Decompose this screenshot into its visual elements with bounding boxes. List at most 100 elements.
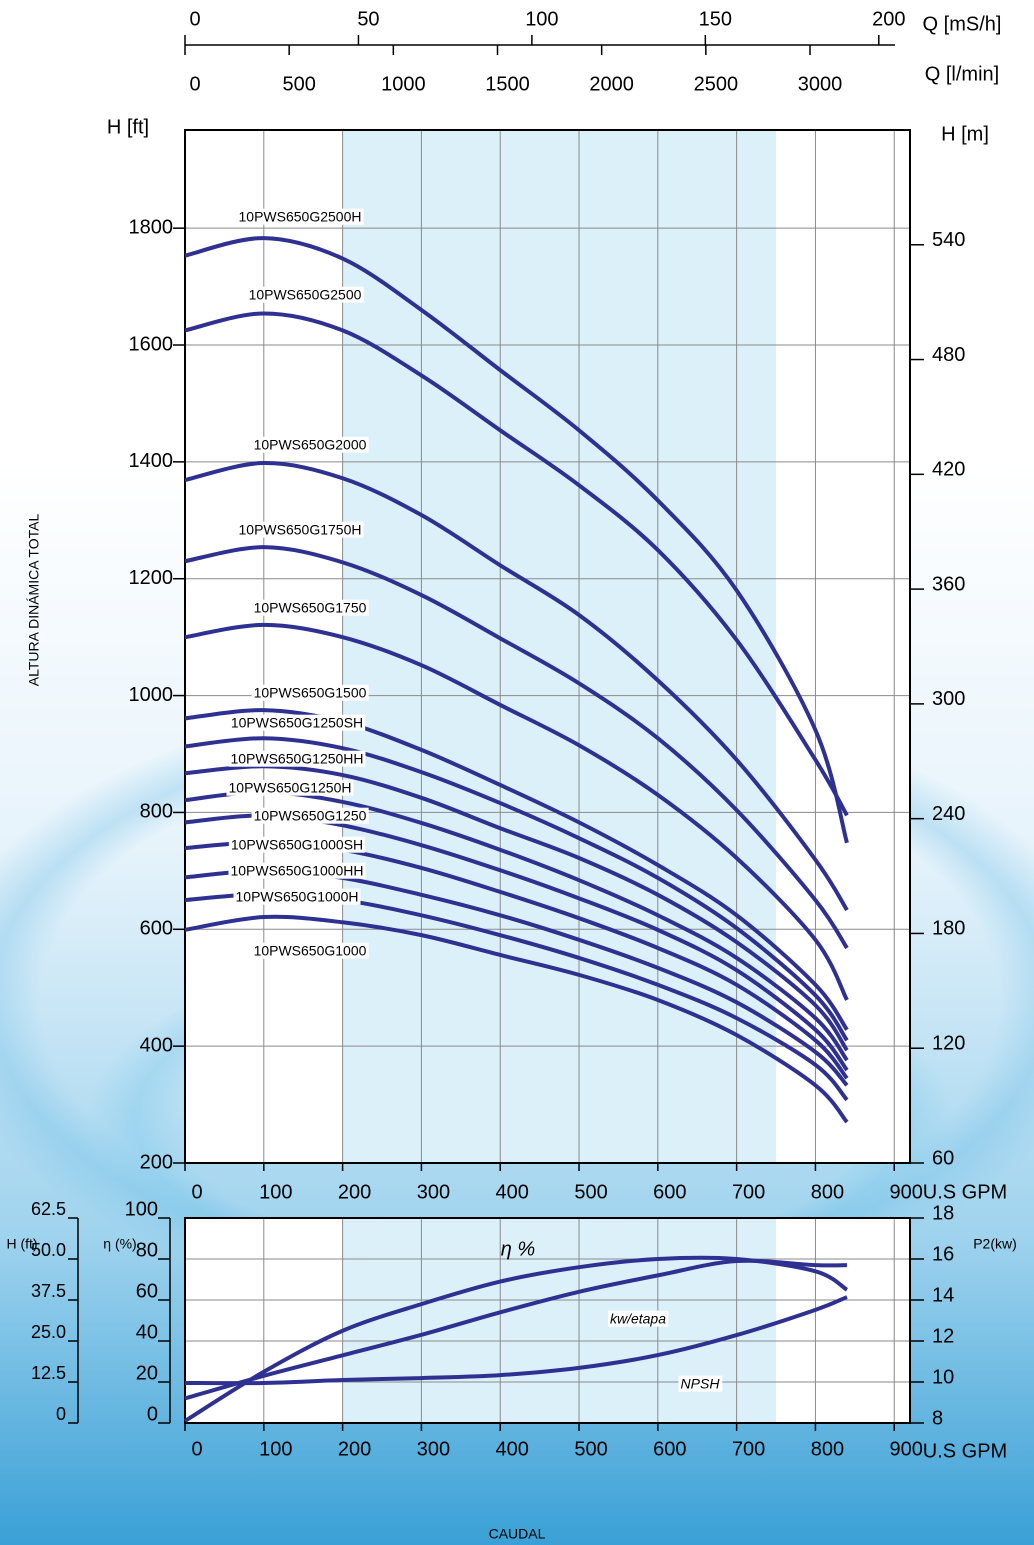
label-box — [233, 888, 361, 905]
y2-tick-label: 120 — [932, 1033, 965, 1055]
label-box — [228, 862, 366, 879]
series-label: NPSH — [681, 1376, 721, 1392]
label-box — [251, 942, 369, 959]
x-tick-label: 900 — [890, 1438, 923, 1460]
series-line — [184, 461, 849, 912]
label-box — [236, 208, 364, 225]
x-tick-label: 700 — [732, 1181, 765, 1203]
highlight-band — [342, 1218, 777, 1423]
label-box — [228, 714, 366, 731]
y2-tick-label: 60 — [932, 1147, 954, 1169]
y3-tick-label: 62.5 — [31, 1199, 66, 1219]
x-tick-label: 400 — [496, 1438, 529, 1460]
x-tick-label: 900 — [890, 1181, 923, 1203]
top-tick-label: 3000 — [798, 73, 843, 95]
x-tick-label: 100 — [259, 1438, 292, 1460]
top-axis-label: Q [l/min] — [925, 63, 999, 85]
x-tick-label: 200 — [338, 1438, 371, 1460]
series-label: 10PWS650G2000 — [254, 437, 367, 453]
x-tick-label: 600 — [653, 1181, 686, 1203]
y2-tick-label: 16 — [932, 1243, 954, 1265]
y-axis-title: ALTURA DINÁMICA TOTAL — [26, 514, 42, 687]
y2-tick-label: 180 — [932, 918, 965, 940]
backgrounds — [185, 130, 910, 1423]
x-tick-label: 700 — [732, 1438, 765, 1460]
y-tick-label: 40 — [136, 1321, 158, 1343]
y-tick-label: 1600 — [129, 333, 174, 355]
series-label: 10PWS650G1000HH — [230, 863, 363, 879]
series-label: 10PWS650G1500 — [254, 685, 367, 701]
label-box — [228, 836, 366, 853]
series-label: 10PWS650G1250 — [254, 808, 367, 824]
x-axis-label: U.S GPM — [923, 1181, 1007, 1203]
y3-tick-label: 25.0 — [31, 1322, 66, 1342]
y-tick-label: 200 — [140, 1151, 173, 1173]
label-box — [607, 1310, 669, 1327]
x-tick-label: 200 — [338, 1181, 371, 1203]
series-label: 10PWS650G1750 — [254, 600, 367, 616]
series-label: 10PWS650G2500H — [239, 209, 362, 225]
x-tick-label: 300 — [417, 1438, 450, 1460]
y2-tick-label: 420 — [932, 459, 965, 481]
top-tick-label: 2500 — [694, 73, 739, 95]
x-tick-label: 100 — [259, 1181, 292, 1203]
y-tick-label: 60 — [136, 1280, 158, 1302]
series-line — [184, 764, 849, 1052]
x-tick-label: 300 — [417, 1181, 450, 1203]
y-axis-label: H [ft] — [107, 116, 149, 138]
series-label: 10PWS650G1250HH — [230, 751, 363, 767]
series-label: kw/etapa — [610, 1311, 666, 1327]
top-tick-label: 1500 — [485, 73, 530, 95]
series-line — [184, 1258, 847, 1401]
y3-tick-label: 12.5 — [31, 1363, 66, 1383]
y-tick-label: 400 — [140, 1034, 173, 1056]
y-tick-label: 1800 — [129, 216, 174, 238]
x-tick-label: 400 — [496, 1181, 529, 1203]
series-line — [184, 914, 849, 1124]
label-box — [228, 750, 366, 767]
label-box — [251, 436, 369, 453]
plot-frame — [184, 129, 911, 1164]
highlight-band — [342, 130, 777, 1163]
x-axis-label: U.S GPM — [923, 1440, 1007, 1462]
y3-tick-label: 37.5 — [31, 1281, 66, 1301]
top-tick-label: 150 — [699, 8, 732, 30]
x-tick-label: 800 — [811, 1438, 844, 1460]
label-box — [246, 286, 364, 303]
series-line — [184, 311, 849, 817]
y-axis-label: η (%) — [103, 1236, 136, 1252]
top-tick-label: 0 — [189, 8, 200, 30]
y-tick-label: 1200 — [129, 567, 174, 589]
y-tick-label: 0 — [147, 1403, 158, 1425]
y2-tick-label: 8 — [932, 1407, 943, 1429]
x-tick-label: 0 — [191, 1181, 202, 1203]
label-box — [251, 599, 369, 616]
top-tick-label: 0 — [189, 73, 200, 95]
series-label: 10PWS650G1000SH — [231, 837, 363, 853]
y3-axis-label: H (ft) — [6, 1236, 37, 1252]
top-tick-label: 200 — [872, 8, 905, 30]
label-box — [251, 807, 369, 824]
top-axis-label: Q [mS/h] — [923, 13, 1002, 35]
y2-tick-label: 14 — [932, 1284, 954, 1306]
series-label: 10PWS650G1000 — [254, 943, 367, 959]
top-tick-label: 50 — [357, 8, 379, 30]
x-tick-label: 800 — [811, 1181, 844, 1203]
series-line — [184, 736, 849, 1042]
top-tick-label: 100 — [525, 8, 558, 30]
y-tick-label: 80 — [136, 1239, 158, 1261]
series-label: 10PWS650G1750H — [239, 522, 362, 538]
y3-tick-label: 0 — [56, 1404, 66, 1424]
y2-tick-label: 300 — [932, 688, 965, 710]
labels: H [ft] H [m] U.S GPM ALTURA DINÁMICA TOT… — [6, 8, 1016, 1541]
y2-axis-label: P2(kw) — [973, 1236, 1017, 1252]
y2-axis-label: H [m] — [941, 123, 989, 145]
y2-tick-label: 12 — [932, 1325, 954, 1347]
y2-tick-label: 18 — [932, 1202, 954, 1224]
series-label: 10PWS650G1250H — [229, 780, 352, 796]
series-line — [184, 236, 849, 844]
series-label: 10PWS650G1250SH — [231, 715, 363, 731]
series-line — [184, 789, 849, 1062]
